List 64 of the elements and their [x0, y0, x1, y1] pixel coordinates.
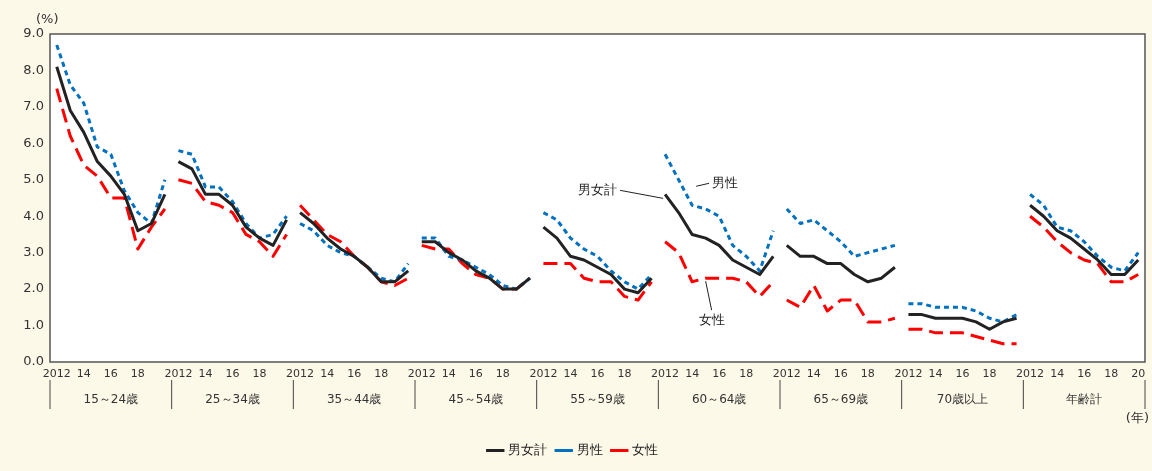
y-axis-title: (%) — [36, 10, 59, 26]
x-tick-label: 14 — [685, 367, 700, 381]
x-tick-label: 2012 — [651, 367, 680, 381]
x-tick-label: 18 — [252, 367, 267, 381]
x-tick-label: 14 — [320, 367, 335, 381]
y-tick-label: 8.0 — [23, 61, 44, 77]
x-tick-label: 14 — [563, 367, 578, 381]
x-tick-label: 18 — [495, 367, 510, 381]
x-tick-label: 14 — [928, 367, 943, 381]
text: 65～69歳 — [813, 392, 869, 407]
x-tick-label: 16 — [468, 367, 483, 381]
x-tick-label: 18 — [617, 367, 632, 381]
legend-label: 男女計 — [508, 441, 548, 457]
x-tick-label: 2012 — [529, 367, 558, 381]
text: 15～24歳 — [83, 392, 139, 407]
y-tick-label: 4.0 — [23, 207, 44, 223]
x-tick-label: 18 — [130, 367, 145, 381]
text: 45～54歳 — [448, 392, 504, 407]
legend-label: 男性 — [576, 441, 603, 457]
y-tick-label: 7.0 — [23, 98, 44, 114]
text: 女性 — [698, 311, 725, 327]
x-tick-label: 2012 — [407, 367, 436, 381]
text: 35～44歳 — [326, 392, 382, 407]
y-tick-label: 6.0 — [23, 134, 44, 150]
x-tick-label: 14 — [1050, 367, 1065, 381]
x-tick-label: 18 — [982, 367, 997, 381]
text: 25～34歳 — [205, 392, 260, 407]
x-axis-title: (年) — [1125, 409, 1149, 425]
x-tick-label: 16 — [833, 367, 848, 381]
x-tick-label: 16 — [225, 367, 240, 381]
x-tick-label: 2012 — [42, 367, 71, 381]
text: 70歳以上 — [936, 392, 989, 407]
text: 男女計 — [578, 181, 618, 197]
y-tick-label: 5.0 — [23, 171, 44, 187]
y-tick-label: 9.0 — [23, 25, 44, 41]
text: 60～64歳 — [691, 392, 747, 407]
y-tick-label: 0.0 — [23, 353, 44, 369]
x-tick-label: 20 — [1131, 367, 1146, 381]
x-tick-label: 18 — [1104, 367, 1119, 381]
x-tick-label: 16 — [347, 367, 362, 381]
x-tick-label: 18 — [860, 367, 875, 381]
x-tick-label: 2012 — [286, 367, 315, 381]
x-tick-label: 18 — [739, 367, 754, 381]
x-tick-label: 14 — [441, 367, 456, 381]
x-tick-label: 16 — [955, 367, 970, 381]
y-tick-label: 3.0 — [23, 244, 44, 260]
x-tick-label: 14 — [198, 367, 213, 381]
x-tick-label: 2012 — [894, 367, 923, 381]
x-tick-label: 2012 — [772, 367, 801, 381]
x-tick-label: 2012 — [164, 367, 193, 381]
x-tick-label: 16 — [1077, 367, 1092, 381]
x-tick-label: 16 — [103, 367, 118, 381]
x-tick-label: 14 — [76, 367, 91, 381]
x-tick-label: 2012 — [1016, 367, 1045, 381]
text: 男性 — [712, 174, 739, 190]
y-tick-label: 1.0 — [23, 316, 44, 332]
text: 年齢計 — [1066, 392, 1103, 407]
x-tick-label: 14 — [806, 367, 821, 381]
x-tick-label: 18 — [374, 367, 389, 381]
legend-label: 女性 — [632, 441, 659, 457]
x-tick-label: 16 — [590, 367, 605, 381]
y-tick-label: 2.0 — [23, 280, 44, 296]
text: 55～59歳 — [570, 392, 625, 407]
x-tick-label: 16 — [712, 367, 727, 381]
